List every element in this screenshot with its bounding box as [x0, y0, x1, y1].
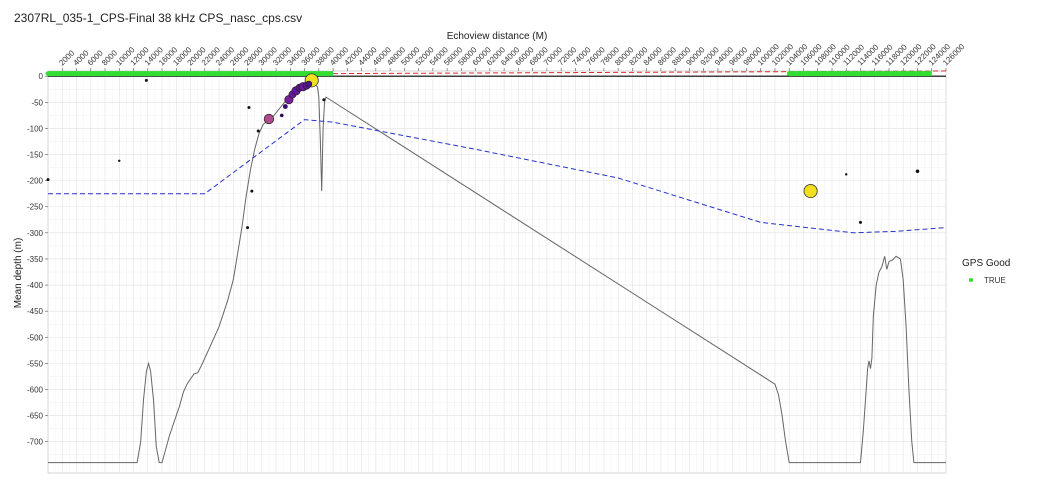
y-axis-ticks: 0 -50 -100 -150 -200 -250 -300 -350 -400 -450 -500…: [27, 72, 48, 447]
y-tick-label: -250: [27, 203, 44, 212]
gps-good-point: [216, 71, 222, 77]
y-tick-label: -650: [27, 412, 44, 421]
gps-good-point: [280, 71, 286, 77]
gps-good-point: [99, 71, 104, 77]
y-tick-label: -50: [31, 98, 43, 107]
gps-good-point: [861, 71, 867, 77]
legend-marker-true: [969, 278, 973, 282]
gps-good-point: [205, 71, 211, 77]
gps-good-point: [173, 71, 179, 77]
gps-good-point: [818, 71, 824, 77]
gps-good-point: [184, 71, 190, 77]
nasc-point: [118, 159, 121, 162]
legend: GPS Good TRUE: [962, 258, 1010, 285]
nasc-point: [322, 98, 326, 102]
nasc-point: [46, 178, 50, 182]
y-tick-label: -550: [27, 359, 44, 368]
nasc-point: [144, 78, 148, 82]
gps-good-point: [270, 71, 275, 77]
gps-good-point: [872, 71, 878, 77]
gps-good-point: [248, 71, 254, 77]
gps-good-point: [88, 71, 94, 77]
gps-good-point: [56, 71, 62, 77]
gps-good-point: [195, 71, 201, 77]
gps-good-point: [238, 71, 243, 77]
gps-good-points: [789, 71, 932, 77]
gps-good-point: [850, 71, 856, 77]
gps-good-point: [925, 71, 931, 77]
gps-good-point: [893, 71, 899, 77]
x-axis-ticks: 2000400060008000100001200014000160001800…: [57, 42, 967, 71]
gps-good-point: [227, 71, 233, 77]
gps-good-point: [45, 71, 51, 77]
gps-good-point: [120, 71, 126, 77]
y-tick-label: -100: [27, 124, 44, 133]
y-tick-label: -500: [27, 333, 44, 342]
gps-good-point: [808, 71, 813, 77]
y-axis-title: Mean depth (m): [13, 238, 24, 309]
nasc-point: [246, 226, 250, 230]
nasc-point: [282, 104, 288, 109]
y-tick-label: -450: [27, 307, 44, 316]
y-tick-label: -150: [27, 151, 44, 160]
nasc-point: [247, 106, 251, 110]
gps-good-point: [883, 71, 888, 77]
dashed-depth-line: [48, 119, 947, 234]
dashed-depth-line: [333, 70, 947, 75]
gps-good-point: [786, 71, 792, 77]
gps-good-point: [915, 71, 920, 77]
nasc-point: [858, 220, 862, 224]
chart-title: 2307RL_035-1_CPS-Final 38 kHz CPS_nasc_c…: [14, 11, 302, 25]
legend-label-true: TRUE: [984, 276, 1006, 285]
nasc-point: [256, 129, 260, 133]
y-tick-label: -700: [27, 438, 44, 447]
nasc-point: [305, 80, 313, 88]
y-tick-label: -300: [27, 229, 44, 238]
nasc-point: [803, 184, 818, 199]
nasc-point: [915, 169, 920, 174]
gps-good-point: [840, 71, 846, 77]
gps-good-point: [163, 71, 168, 77]
y-tick-label: -350: [27, 255, 44, 264]
gps-good-point: [131, 71, 136, 77]
gps-good-points: [48, 71, 334, 77]
gps-good-point: [829, 71, 835, 77]
gps-good-point: [77, 71, 83, 77]
y-tick-label: -400: [27, 281, 44, 290]
nasc-point: [250, 189, 254, 193]
gps-good-point: [66, 71, 72, 77]
y-tick-label: -600: [27, 385, 44, 394]
gps-good-point: [291, 71, 297, 77]
y-tick-label: 0: [39, 72, 44, 81]
gps-good-point: [109, 71, 115, 77]
gps-good-point: [797, 71, 803, 77]
legend-title: GPS Good: [962, 258, 1010, 269]
nasc-point: [263, 113, 275, 125]
nasc-point: [279, 113, 284, 118]
gps-good-point: [152, 71, 158, 77]
series-layer: [45, 70, 947, 464]
gps-good-point: [141, 71, 147, 77]
gps-good-point: [302, 71, 307, 77]
nasc-point: [845, 173, 848, 176]
y-tick-label: -200: [27, 177, 44, 186]
x-axis-title: Echoview distance (M): [447, 31, 548, 42]
gps-good-point: [259, 71, 265, 77]
grid-lines: [47, 70, 947, 474]
gps-good-point: [323, 71, 329, 77]
gps-good-point: [904, 71, 910, 77]
